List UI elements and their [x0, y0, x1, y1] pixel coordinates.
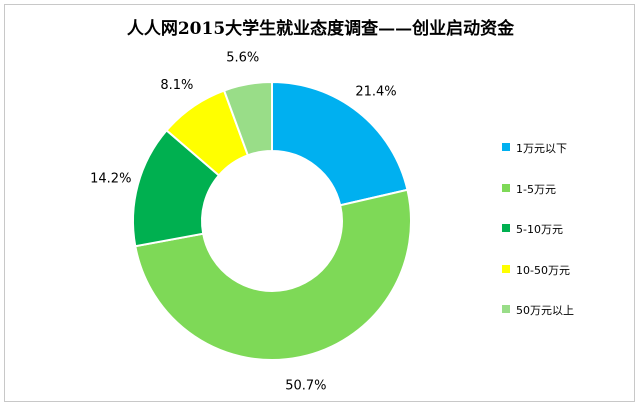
legend-swatch-4 — [502, 305, 510, 313]
legend-item-3: 10-50万元 — [502, 262, 574, 303]
value-label-2: 14.2% — [90, 171, 131, 186]
legend-item-0: 1万元以下 — [502, 140, 574, 181]
slice-0 — [271, 80, 409, 207]
legend-label-0: 1万元以下 — [516, 142, 567, 155]
legend-swatch-0 — [502, 143, 510, 151]
chart-title: 人人网2015大学生就业态度调查——创业启动资金 — [126, 19, 515, 39]
legend: 1万元以下 1-5万元 5-10万元 10-50万元 50万元以上 — [502, 140, 574, 343]
legend-item-4: 50万元以上 — [502, 302, 574, 343]
value-label-0: 21.4% — [355, 84, 396, 99]
legend-swatch-1 — [502, 183, 510, 192]
slice-1 — [134, 188, 412, 361]
legend-label-4: 50万元以上 — [516, 304, 574, 317]
value-label-3: 8.1% — [160, 78, 193, 93]
legend-label-2: 5-10万元 — [516, 223, 563, 236]
legend-swatch-2 — [502, 224, 510, 232]
legend-item-2: 5-10万元 — [502, 221, 574, 262]
legend-label-1: 1-5万元 — [516, 182, 556, 196]
legend-item-1: 1-5万元 — [502, 181, 574, 222]
legend-label-3: 10-50万元 — [516, 263, 570, 277]
legend-swatch-3 — [502, 264, 510, 273]
value-label-1: 50.7% — [285, 379, 326, 394]
value-label-4: 5.6% — [226, 51, 259, 66]
slice-4 — [222, 80, 273, 157]
